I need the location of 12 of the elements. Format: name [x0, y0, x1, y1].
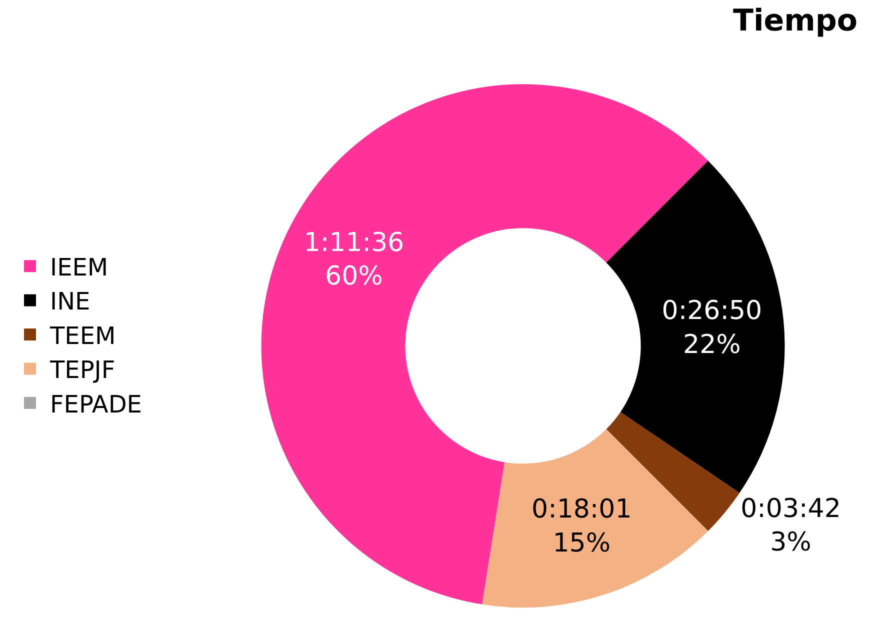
legend-label: FEPADE [50, 390, 142, 418]
data-label: 0:18:01 15% [532, 494, 632, 558]
chart-title: Tiempo [733, 3, 858, 38]
legend-label: TEEM [49, 322, 116, 350]
donut-slice [482, 429, 708, 608]
donut-slice [606, 160, 785, 493]
data-label: 1:11:36 60% [304, 228, 404, 292]
data-label: 0:03:42 3% [740, 494, 841, 558]
legend-label: INE [50, 288, 90, 316]
legend-label: IEEM [50, 253, 108, 282]
legend-label: TEPJF [49, 356, 116, 384]
data-label: 0:26:50 22% [662, 296, 762, 360]
